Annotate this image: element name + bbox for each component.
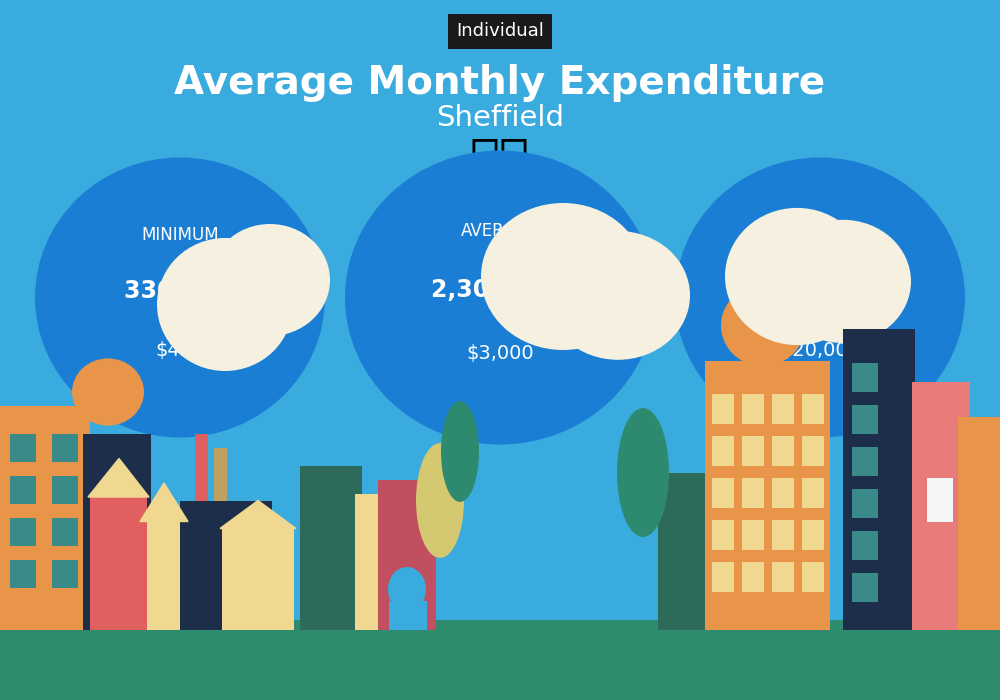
FancyBboxPatch shape [712,394,734,424]
FancyBboxPatch shape [912,382,970,630]
FancyBboxPatch shape [355,494,387,630]
FancyBboxPatch shape [772,394,794,424]
Polygon shape [88,458,149,497]
Ellipse shape [546,231,690,360]
FancyBboxPatch shape [772,436,794,466]
Text: Average Monthly Expenditure: Average Monthly Expenditure [174,64,826,102]
Ellipse shape [72,358,144,426]
FancyBboxPatch shape [742,562,764,592]
FancyBboxPatch shape [378,480,436,630]
FancyBboxPatch shape [222,528,294,630]
Text: AVERAGE: AVERAGE [461,223,539,240]
FancyBboxPatch shape [180,500,272,630]
Text: $420: $420 [155,341,205,360]
FancyBboxPatch shape [10,560,36,588]
FancyBboxPatch shape [143,522,185,630]
FancyBboxPatch shape [10,476,36,504]
Text: $3,000: $3,000 [466,344,534,363]
FancyBboxPatch shape [195,434,208,588]
Polygon shape [140,483,188,522]
Text: 16,000 GBP: 16,000 GBP [743,279,897,302]
FancyBboxPatch shape [852,405,878,434]
FancyBboxPatch shape [10,434,36,462]
FancyBboxPatch shape [52,560,78,588]
Ellipse shape [388,567,426,612]
Ellipse shape [35,158,325,438]
FancyBboxPatch shape [83,434,151,630]
Ellipse shape [481,203,645,350]
FancyBboxPatch shape [300,466,362,630]
Text: $20,000: $20,000 [780,341,860,360]
FancyBboxPatch shape [927,478,953,522]
FancyBboxPatch shape [658,473,710,630]
Ellipse shape [157,238,293,371]
FancyBboxPatch shape [742,520,764,550]
FancyBboxPatch shape [0,620,1000,700]
FancyBboxPatch shape [712,436,734,466]
FancyBboxPatch shape [802,520,824,550]
Ellipse shape [441,401,479,502]
Polygon shape [220,500,296,528]
FancyBboxPatch shape [705,360,830,630]
Ellipse shape [721,285,805,366]
FancyBboxPatch shape [802,562,824,592]
FancyBboxPatch shape [214,448,227,588]
Ellipse shape [725,208,869,345]
FancyBboxPatch shape [712,562,734,592]
Text: MAXIMUM: MAXIMUM [778,225,862,244]
FancyBboxPatch shape [852,573,878,602]
FancyBboxPatch shape [802,394,824,424]
FancyBboxPatch shape [742,436,764,466]
FancyBboxPatch shape [852,489,878,518]
Text: 2,300 GBP: 2,300 GBP [431,278,569,302]
FancyBboxPatch shape [852,447,878,476]
Text: 330 GBP: 330 GBP [124,279,236,302]
Ellipse shape [775,220,911,343]
FancyBboxPatch shape [712,478,734,508]
FancyBboxPatch shape [0,406,90,630]
FancyBboxPatch shape [52,518,78,546]
FancyBboxPatch shape [802,436,824,466]
FancyBboxPatch shape [958,416,1000,630]
FancyBboxPatch shape [10,518,36,546]
Text: MINIMUM: MINIMUM [141,225,219,244]
FancyBboxPatch shape [772,562,794,592]
Text: Individual: Individual [456,22,544,41]
FancyBboxPatch shape [843,329,915,630]
FancyBboxPatch shape [389,601,427,630]
Text: 🇬🇧: 🇬🇧 [470,136,530,183]
FancyBboxPatch shape [742,478,764,508]
FancyBboxPatch shape [772,478,794,508]
Ellipse shape [617,408,669,537]
Ellipse shape [675,158,965,438]
Ellipse shape [210,224,330,336]
FancyBboxPatch shape [90,497,147,630]
FancyBboxPatch shape [802,478,824,508]
FancyBboxPatch shape [772,520,794,550]
FancyBboxPatch shape [742,394,764,424]
Text: Sheffield: Sheffield [436,104,564,132]
Ellipse shape [345,150,655,444]
Ellipse shape [416,443,464,558]
FancyBboxPatch shape [852,531,878,560]
FancyBboxPatch shape [852,363,878,392]
FancyBboxPatch shape [712,520,734,550]
FancyBboxPatch shape [52,476,78,504]
FancyBboxPatch shape [52,434,78,462]
